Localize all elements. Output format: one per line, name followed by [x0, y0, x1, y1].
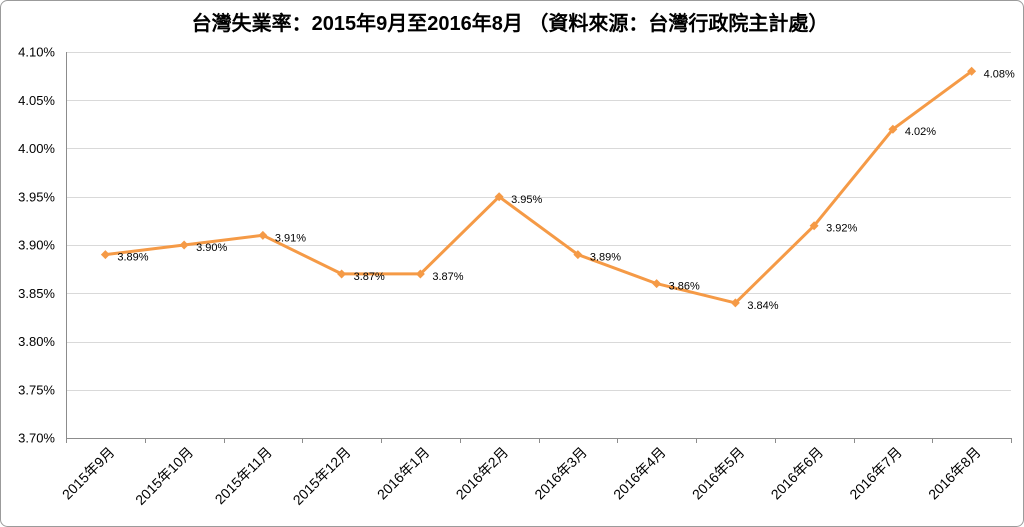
y-tick-label: 4.05%	[18, 93, 55, 108]
data-label: 3.92%	[826, 223, 857, 235]
data-label: 4.08%	[984, 68, 1015, 80]
series-line	[103, 69, 974, 305]
axes	[66, 52, 1012, 443]
data-point-marker	[730, 298, 740, 308]
data-point-marker	[494, 192, 504, 202]
data-point-marker	[179, 240, 189, 250]
data-label: 3.86%	[669, 281, 700, 293]
data-point-marker	[967, 66, 977, 76]
y-tick-label: 3.95%	[18, 189, 55, 204]
data-label: 3.84%	[747, 300, 778, 312]
data-point-marker	[100, 250, 110, 260]
data-point-marker	[809, 221, 819, 231]
y-tick-label: 3.90%	[18, 238, 55, 253]
y-tick-label: 4.10%	[18, 45, 55, 60]
data-labels: 3.89% 3.90% 3.91% 3.87% 3.87% 3.95% 3.89% 3.86%…	[117, 68, 1015, 312]
series-unemployment-rate	[100, 66, 977, 308]
data-label: 3.91%	[275, 232, 306, 244]
data-label: 3.95%	[511, 194, 542, 206]
y-tick-label: 3.85%	[18, 286, 55, 301]
data-label: 3.87%	[432, 271, 463, 283]
y-tick-label: 3.75%	[18, 382, 55, 397]
data-point-marker	[652, 279, 662, 289]
data-label: 3.89%	[117, 252, 148, 264]
data-point-marker	[888, 124, 898, 134]
gridlines	[66, 52, 1011, 391]
data-label: 4.02%	[905, 126, 936, 138]
data-point-marker	[337, 269, 347, 279]
data-point-marker	[258, 230, 268, 240]
y-tick-label: 3.70%	[18, 431, 55, 446]
data-label: 3.89%	[590, 252, 621, 264]
data-label: 3.90%	[196, 242, 227, 254]
data-label: 3.87%	[354, 271, 385, 283]
y-tick-label: 3.80%	[18, 334, 55, 349]
y-tick-label: 4.00%	[18, 141, 55, 156]
data-point-marker	[415, 269, 425, 279]
chart-title: 台灣失業率：2015年9月至2016年8月 （資料來源：台灣行政院主計處）	[192, 11, 829, 35]
data-point-marker	[573, 250, 583, 260]
y-axis-tick-labels: 4.10% 4.05% 4.00% 3.95% 3.90% 3.85% 3.80% 3.75%…	[18, 45, 55, 446]
